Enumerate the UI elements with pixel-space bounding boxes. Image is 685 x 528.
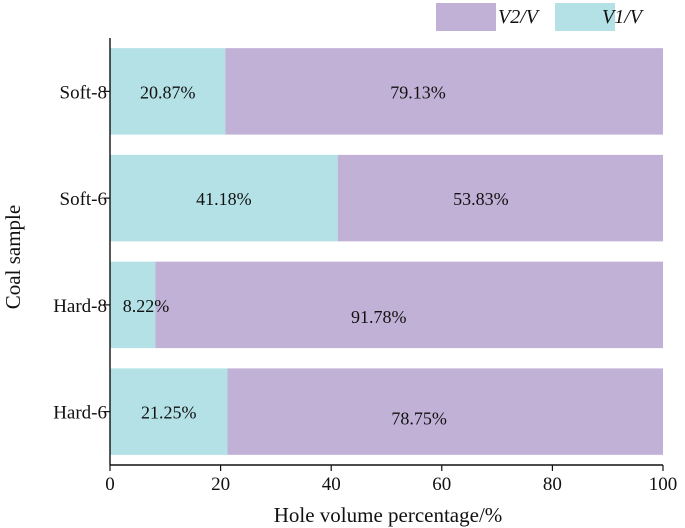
x-ticks-group: 0 20 40 60 80 100 — [105, 465, 677, 495]
bar-v2-v-soft-6 — [337, 154, 663, 242]
y-tick-labels-group: Soft-8 Soft-6 Hard-8 Hard-6 — [53, 82, 110, 424]
bar-v2-v-soft-8 — [225, 48, 663, 135]
bar-v1-v-hard-6 — [110, 368, 228, 455]
bar-labels-group: 20.87% 79.13% 41.18% 53.83% 8.22% 91.78% 21.25… — [123, 82, 509, 428]
x-tick-label-0: 0 — [105, 474, 115, 495]
bar-label-v2-v-hard-8: 91.78% — [351, 307, 407, 327]
y-tick-label-hard-8: Hard-8 — [53, 296, 107, 317]
bar-label-v1-v-soft-8: 20.87% — [140, 82, 196, 102]
bar-label-v2-v-hard-6: 78.75% — [391, 409, 447, 429]
bar-label-v2-v-soft-8: 79.13% — [390, 82, 446, 102]
bar-v2-v-hard-6 — [227, 368, 663, 455]
legend-label-v1-v: V1/V — [602, 6, 645, 28]
bar-label-v2-v-soft-6: 53.83% — [453, 189, 509, 209]
legend-swatch-v2-v — [436, 3, 496, 31]
x-tick-label-40: 40 — [322, 474, 341, 495]
bar-label-v1-v-hard-6: 21.25% — [141, 403, 197, 423]
legend-swatch-v1-v — [555, 3, 615, 31]
x-axis-title: Hole volume percentage/% — [274, 503, 503, 527]
x-tick-label-60: 60 — [432, 474, 451, 495]
bar-v1-v-soft-8 — [110, 48, 226, 135]
y-tick-label-soft-8: Soft-8 — [60, 82, 108, 103]
bar-label-v1-v-soft-6: 41.18% — [196, 189, 252, 209]
y-tick-label-hard-6: Hard-6 — [53, 403, 107, 424]
x-tick-label-100: 100 — [649, 474, 678, 495]
bar-v2-v-hard-8 — [155, 261, 663, 349]
bar-v1-v-soft-6 — [110, 154, 338, 242]
legend: V2/V V1/V — [436, 3, 645, 31]
bar-v1-v-hard-8 — [110, 261, 156, 349]
bars-group — [110, 48, 663, 455]
x-tick-label-80: 80 — [543, 474, 562, 495]
legend-label-v2-v: V2/V — [498, 6, 541, 28]
x-tick-label-20: 20 — [211, 474, 230, 495]
y-axis-title: Coal sample — [1, 205, 25, 309]
bar-label-v1-v-hard-8: 8.22% — [123, 296, 170, 316]
axes-group — [109, 38, 663, 466]
y-tick-label-soft-6: Soft-6 — [60, 189, 108, 210]
